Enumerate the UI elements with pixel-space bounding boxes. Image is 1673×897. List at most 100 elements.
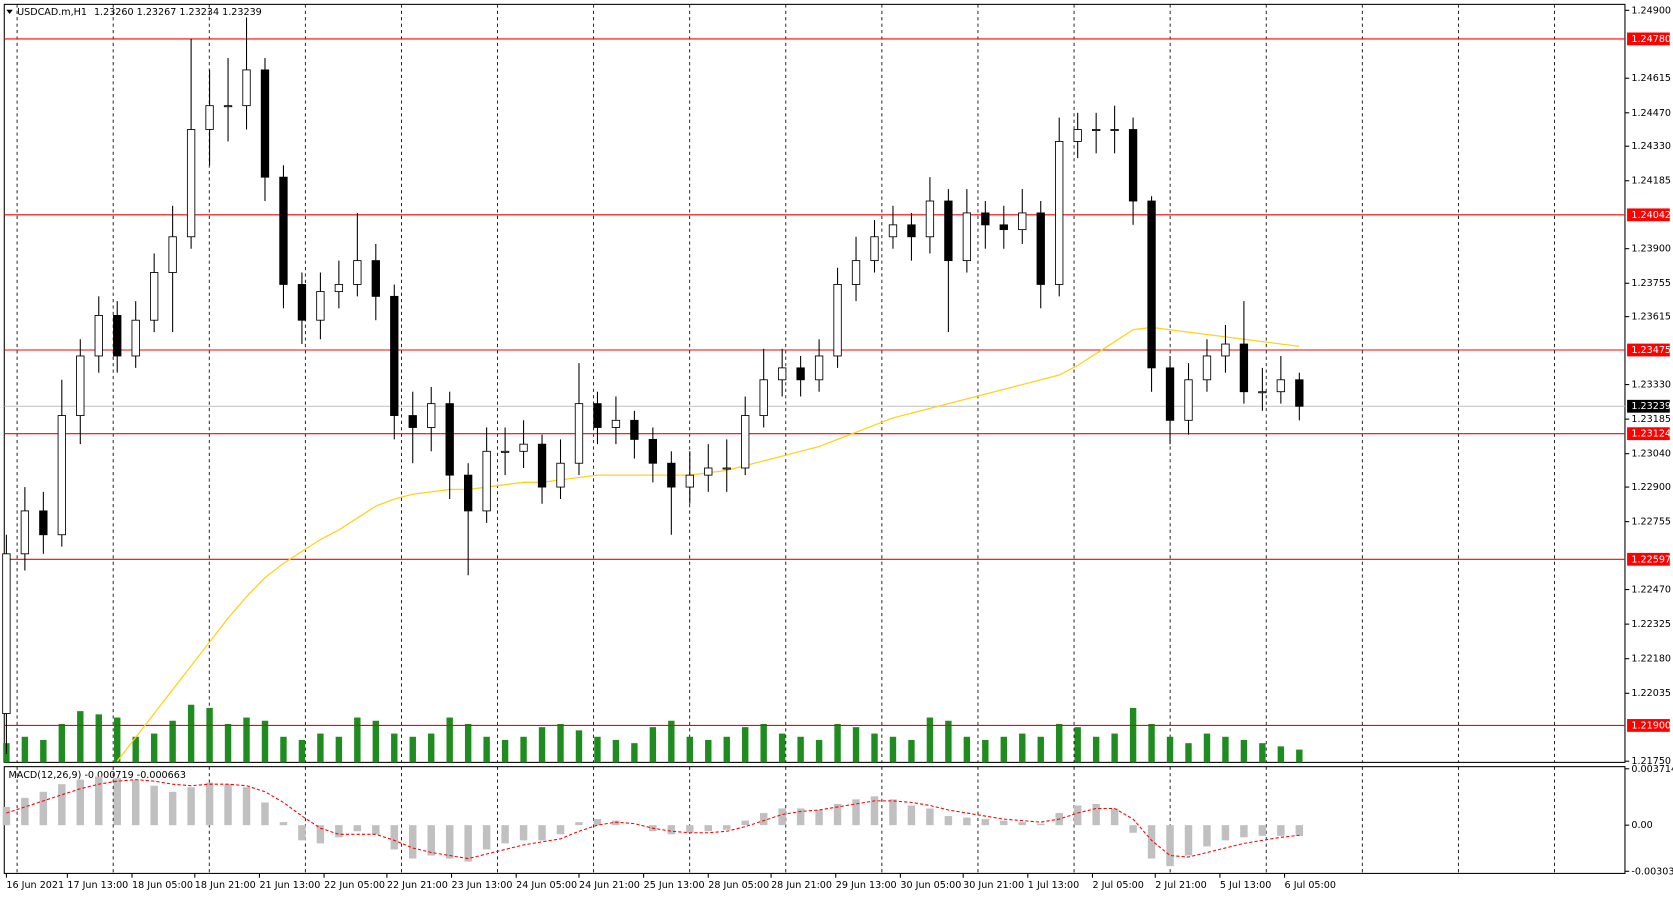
macd-bar xyxy=(58,784,66,826)
macd-bar xyxy=(723,825,731,830)
volume-bar xyxy=(760,723,767,763)
candle-body xyxy=(94,315,103,357)
macd-tick-label: 0.003714 xyxy=(1631,764,1673,775)
volume-bar xyxy=(1111,733,1118,763)
macd-bar xyxy=(612,820,620,826)
volume-bar xyxy=(686,736,694,763)
volume-bar xyxy=(982,739,989,763)
volume-bar xyxy=(1000,736,1008,763)
candle-body xyxy=(1128,129,1138,202)
candle-body xyxy=(1258,391,1267,394)
volume-bar xyxy=(372,720,380,763)
macd-bar xyxy=(76,779,85,826)
volume-bar xyxy=(95,714,102,763)
macd-bar xyxy=(2,806,11,826)
candle-body xyxy=(20,510,30,555)
candle-body xyxy=(537,443,547,488)
volume-bar xyxy=(77,711,84,763)
macd-bar xyxy=(870,796,879,826)
macd-signal xyxy=(6,779,1300,860)
candle-body xyxy=(260,69,270,178)
macd-bar xyxy=(131,779,140,826)
candle-body xyxy=(704,467,713,476)
macd-bar xyxy=(224,784,232,826)
last-price-label: 1.23239 xyxy=(1631,401,1671,412)
volume-bar xyxy=(1148,723,1155,763)
level-tag xyxy=(1627,552,1670,566)
candle-body xyxy=(205,105,214,130)
macd-bar xyxy=(1184,825,1193,856)
macd-bar xyxy=(1000,820,1008,826)
macd-bar xyxy=(1129,825,1137,833)
y-tick-label: 1.22900 xyxy=(1631,482,1671,493)
candle-body xyxy=(1221,343,1230,357)
candle-body xyxy=(574,403,584,464)
macd-bar xyxy=(1073,805,1082,826)
macd-bar xyxy=(815,809,823,826)
candle-body xyxy=(500,450,510,453)
macd-bar xyxy=(1110,808,1119,826)
macd-bar xyxy=(833,803,842,826)
volume-bar xyxy=(1074,727,1081,763)
volume-bar xyxy=(446,717,453,763)
macd-bar xyxy=(741,820,749,826)
volume-bar xyxy=(1296,749,1303,763)
volume-bar xyxy=(871,733,878,763)
volume-bar xyxy=(391,733,398,763)
macd-bar xyxy=(1258,825,1267,836)
candle-body xyxy=(57,415,66,536)
candle-body xyxy=(482,450,491,512)
x-tick-label: 2 Jul 21:00 xyxy=(1155,880,1206,891)
macd-bar xyxy=(279,822,288,826)
candle-body xyxy=(1202,355,1212,381)
candle-body xyxy=(1055,140,1064,285)
macd-bar xyxy=(556,825,565,835)
macd-bar xyxy=(538,825,546,841)
macd-bar xyxy=(1277,825,1285,836)
volume-bar xyxy=(1277,746,1285,763)
volume-bar xyxy=(243,717,250,763)
y-tick-label: 1.21750 xyxy=(1631,756,1671,767)
volume-bar xyxy=(963,736,971,763)
candle-body xyxy=(833,284,842,357)
y-tick-label: 1.23755 xyxy=(1631,278,1671,289)
level-label: 1.23475 xyxy=(1631,345,1671,356)
candle-body xyxy=(427,403,436,428)
macd-bar xyxy=(944,816,953,826)
macd-bar xyxy=(316,825,325,844)
x-tick-label: 29 Jun 13:00 xyxy=(836,880,897,891)
y-tick-label: 1.22180 xyxy=(1631,654,1671,665)
dropdown-arrow[interactable] xyxy=(6,9,13,14)
candle-body xyxy=(150,272,159,321)
volume-bar xyxy=(1056,723,1063,763)
macd-bar xyxy=(519,825,528,841)
volume-bar xyxy=(335,736,343,763)
symbol-title: USDCAD.m,H1 xyxy=(17,7,87,18)
candle-body xyxy=(445,403,454,476)
candle-body xyxy=(907,224,916,238)
macd-bar xyxy=(409,825,417,859)
x-tick-label: 18 Jun 21:00 xyxy=(195,880,256,891)
macd-bar xyxy=(168,791,177,826)
y-tick-label: 1.22755 xyxy=(1631,517,1671,528)
candle-body xyxy=(962,212,972,262)
x-tick-label: 25 Jun 13:00 xyxy=(644,880,705,891)
volume-bar xyxy=(1019,733,1026,763)
x-tick-label: 28 Jun 21:00 xyxy=(771,880,832,891)
volume-bar xyxy=(815,739,823,763)
macd-bar xyxy=(298,825,306,841)
volume-bar xyxy=(723,736,730,763)
x-tick-label: 28 Jun 05:00 xyxy=(708,880,769,891)
volume-bar xyxy=(1166,736,1174,763)
macd-bar xyxy=(205,782,214,826)
volume-bar xyxy=(945,720,952,763)
volume-bar xyxy=(926,717,934,763)
candle-body xyxy=(297,284,307,321)
x-tick-label: 18 Jun 05:00 xyxy=(132,880,193,891)
macd-bar xyxy=(704,825,713,832)
macd-bar xyxy=(501,825,509,844)
macd-bar xyxy=(1037,823,1045,826)
candle-body xyxy=(39,510,48,536)
candle-body xyxy=(316,291,325,321)
